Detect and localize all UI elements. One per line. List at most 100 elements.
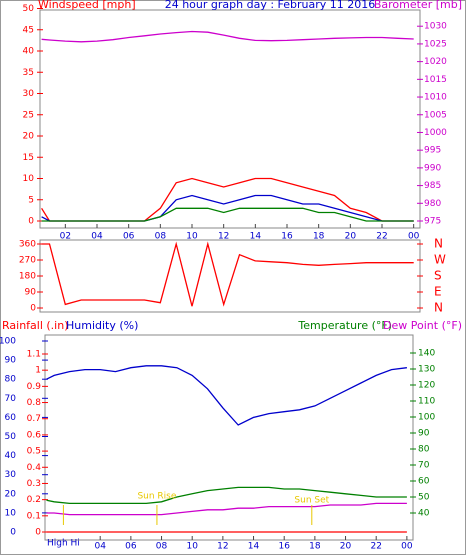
annotation: High Hi bbox=[47, 539, 80, 549]
series-line bbox=[41, 241, 414, 307]
y-tick-label: 10 bbox=[5, 508, 17, 518]
y2-tick-label: 995 bbox=[424, 146, 441, 156]
y2-tick-label: 990 bbox=[424, 163, 441, 173]
x-tick-label: 04 bbox=[94, 542, 106, 552]
series-line bbox=[41, 30, 414, 43]
y2-tick-label: 980 bbox=[424, 199, 441, 209]
annotation: Sun Rise bbox=[137, 492, 176, 502]
series-line bbox=[41, 207, 414, 222]
y-axis-label: Windspeed [mph] bbox=[38, 0, 136, 11]
x-tick-label: 20 bbox=[340, 542, 352, 552]
y2-tick-label: 975 bbox=[424, 217, 441, 227]
y2-tick-label: 1010 bbox=[424, 93, 447, 103]
y-tick-label: 50 bbox=[23, 4, 35, 14]
y3-tick-label: 0.7 bbox=[27, 414, 41, 424]
y-tick-label: 90 bbox=[5, 356, 17, 366]
x-tick-label: 04 bbox=[91, 232, 103, 242]
x-tick-label: 16 bbox=[278, 542, 290, 552]
x-tick-label: 00 bbox=[401, 542, 413, 552]
y2-tick-label: E bbox=[434, 285, 442, 299]
series-line bbox=[46, 502, 407, 516]
y3-tick-label: 0.5 bbox=[27, 447, 41, 457]
y3-tick-label: 0.4 bbox=[27, 463, 42, 473]
y-tick-label: 360 bbox=[19, 240, 36, 250]
y-tick-label: 100 bbox=[0, 337, 16, 347]
y2-tick-label: 140 bbox=[418, 349, 435, 359]
y-tick-label: 270 bbox=[19, 256, 36, 266]
x-tick-label: 02 bbox=[60, 232, 71, 242]
y2-tick-label: 50 bbox=[418, 493, 430, 503]
y-tick-label: 45 bbox=[23, 25, 34, 35]
y2-tick-label: 1030 bbox=[424, 22, 447, 32]
x-tick-label: 20 bbox=[345, 232, 357, 242]
y-tick-label: 70 bbox=[5, 394, 17, 404]
y-tick-label: 60 bbox=[5, 413, 17, 423]
y-tick-label: 0 bbox=[10, 528, 16, 538]
y-tick-label: 5 bbox=[28, 195, 34, 205]
y2-tick-label: S bbox=[434, 269, 442, 283]
y2-tick-label: 110 bbox=[418, 397, 435, 407]
y-tick-label: 20 bbox=[23, 132, 35, 142]
plot-frame bbox=[39, 9, 421, 229]
y2-tick-label: 100 bbox=[418, 413, 435, 423]
plot-frame bbox=[39, 239, 421, 313]
y2-axis-label: Barometer [mb] bbox=[374, 0, 462, 11]
y3-tick-label: 0.1 bbox=[27, 511, 41, 521]
y3-tick-label: 0.2 bbox=[27, 495, 41, 505]
y-tick-label: 50 bbox=[5, 432, 17, 442]
y-tick-label: 30 bbox=[5, 470, 17, 480]
y3-tick-label: 0.6 bbox=[27, 430, 42, 440]
x-tick-label: 14 bbox=[248, 542, 260, 552]
x-tick-label: 14 bbox=[250, 232, 262, 242]
y3-tick-label: 1.1 bbox=[27, 350, 41, 360]
x-tick-label: 22 bbox=[376, 232, 387, 242]
y-tick-label: 25 bbox=[23, 110, 34, 120]
x-tick-label: 10 bbox=[186, 232, 198, 242]
y2-tick-label: 80 bbox=[418, 445, 430, 455]
y-tick-label: 30 bbox=[23, 89, 35, 99]
y2-tick-label: 1020 bbox=[424, 57, 447, 67]
y2-tick-label: N bbox=[434, 237, 443, 251]
x-tick-label: 06 bbox=[125, 542, 137, 552]
series-line bbox=[46, 486, 407, 505]
legend-label: Temperature (°F) bbox=[297, 319, 392, 332]
series-line bbox=[46, 365, 407, 426]
legend-label: Rainfall (.in) bbox=[2, 319, 69, 332]
chart-title: 24 hour graph day : February 11 2016 bbox=[165, 0, 376, 11]
y3-tick-label: 0.3 bbox=[27, 479, 41, 489]
annotation: Sun Set bbox=[294, 496, 329, 506]
legend-label: Dew Point (°F) bbox=[383, 319, 462, 332]
y3-tick-label: 1 bbox=[35, 366, 41, 376]
x-tick-label: 00 bbox=[408, 232, 420, 242]
legend-label: Humidity (%) bbox=[66, 319, 138, 332]
y2-tick-label: 1005 bbox=[424, 110, 447, 120]
x-tick-label: 10 bbox=[186, 542, 198, 552]
y2-tick-label: 90 bbox=[418, 429, 430, 439]
y-tick-label: 40 bbox=[23, 47, 35, 57]
y-tick-label: 35 bbox=[23, 68, 34, 78]
y3-tick-label: 0.8 bbox=[27, 398, 42, 408]
y-tick-label: 80 bbox=[5, 375, 17, 385]
y-tick-label: 180 bbox=[19, 272, 36, 282]
x-tick-label: 06 bbox=[123, 232, 135, 242]
x-tick-label: 12 bbox=[217, 542, 228, 552]
y2-tick-label: W bbox=[434, 253, 446, 267]
y2-tick-label: 40 bbox=[418, 509, 430, 519]
x-tick-label: 08 bbox=[155, 232, 167, 242]
y-tick-label: 0 bbox=[30, 304, 36, 314]
y-tick-label: 0 bbox=[28, 217, 34, 227]
plot-frame bbox=[44, 334, 414, 541]
y-tick-label: 20 bbox=[5, 489, 17, 499]
y2-tick-label: 130 bbox=[418, 365, 435, 375]
y3-tick-label: 0 bbox=[35, 528, 41, 538]
x-tick-label: 08 bbox=[156, 542, 168, 552]
y2-tick-label: 70 bbox=[418, 461, 430, 471]
y2-tick-label: N bbox=[434, 301, 443, 315]
y2-tick-label: 1025 bbox=[424, 39, 447, 49]
y-tick-label: 40 bbox=[5, 451, 17, 461]
y2-tick-label: 985 bbox=[424, 181, 441, 191]
y3-tick-label: 0.9 bbox=[27, 382, 42, 392]
x-tick-label: 16 bbox=[281, 232, 293, 242]
y-tick-label: 10 bbox=[23, 174, 35, 184]
